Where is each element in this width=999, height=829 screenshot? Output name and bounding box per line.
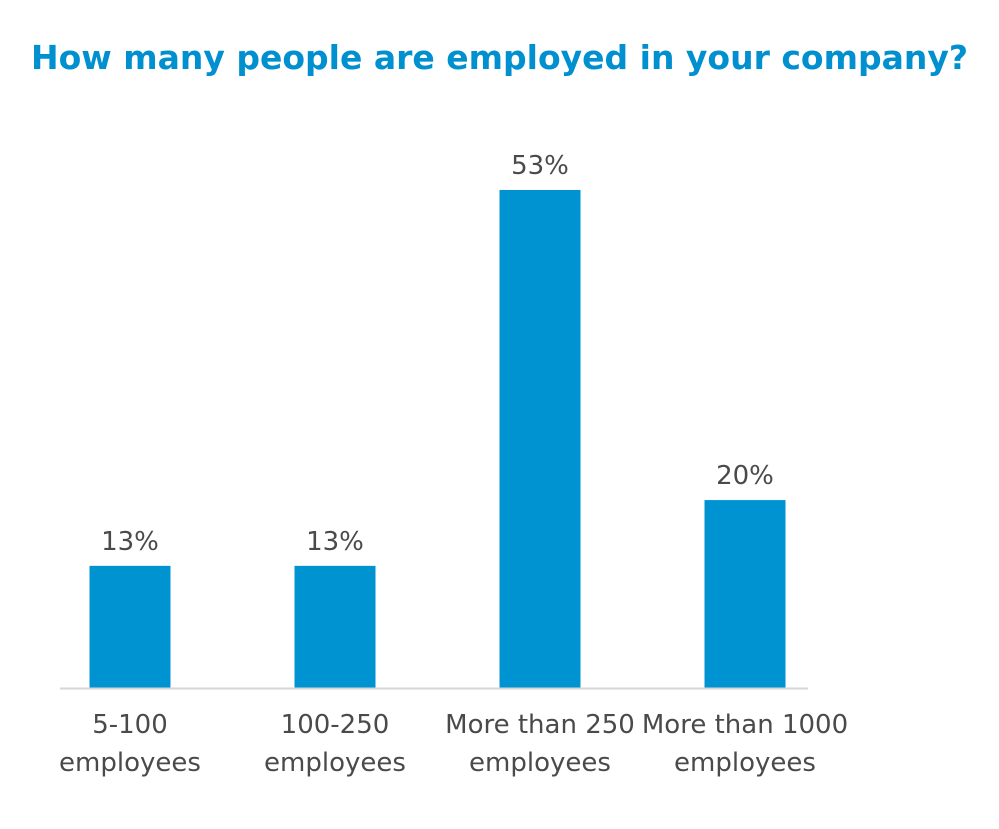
category-label-3-line-1: employees xyxy=(674,748,816,778)
category-label-0-line-0: 5-100 xyxy=(92,710,168,740)
bar-2 xyxy=(499,190,581,688)
value-label-1: 13% xyxy=(306,527,364,557)
category-label-0-line-1: employees xyxy=(59,748,201,778)
bar-0 xyxy=(89,565,171,688)
value-label-0: 13% xyxy=(101,527,159,557)
bar-1 xyxy=(294,565,376,688)
bar-3 xyxy=(704,500,786,688)
value-label-2: 53% xyxy=(511,151,569,181)
category-label-2-line-0: More than 250 xyxy=(445,710,635,740)
chart-title: How many people are employed in your com… xyxy=(30,38,969,77)
value-label-3: 20% xyxy=(716,461,774,491)
category-label-1-line-0: 100-250 xyxy=(281,710,390,740)
labels-layer: 13% 5-100 employees 13% 100-250 employees 53% M… xyxy=(59,151,848,778)
category-label-2-line-1: employees xyxy=(469,748,611,778)
bars-layer xyxy=(89,190,786,688)
category-label-3-line-0: More than 1000 xyxy=(642,710,848,740)
category-label-1-line-1: employees xyxy=(264,748,406,778)
